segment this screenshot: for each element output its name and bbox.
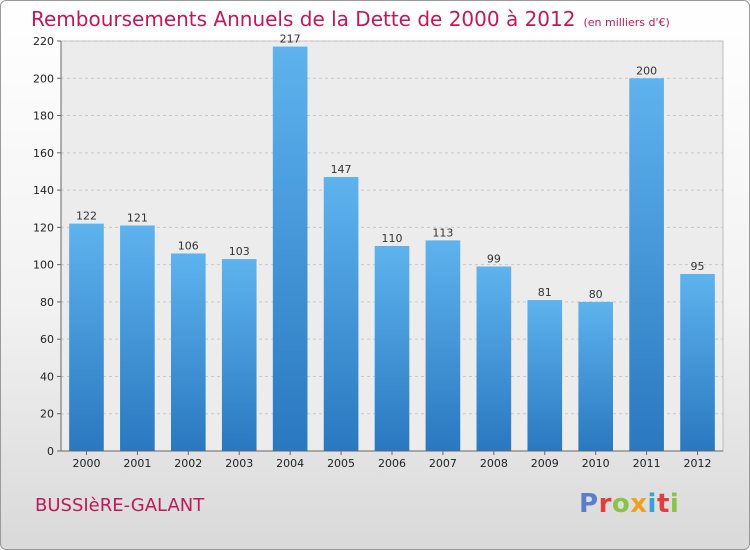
- bar-2003: [221, 259, 257, 451]
- x-tick-label: 2009: [531, 457, 559, 470]
- bar-2004: [272, 46, 308, 451]
- bar-2008: [476, 266, 512, 451]
- chart-title: Remboursements Annuels de la Dette de 20…: [31, 7, 670, 31]
- proxiti-logo[interactable]: Proxiti: [579, 489, 679, 519]
- logo-letter: o: [611, 489, 631, 519]
- x-tick-label: 2006: [378, 457, 406, 470]
- data-label-2012: 95: [691, 260, 705, 273]
- chart-title-text: Remboursements Annuels de la Dette de 20…: [31, 7, 576, 31]
- y-tick-label: 40: [40, 370, 54, 383]
- x-tick-label: 2012: [684, 457, 712, 470]
- logo-letter: r: [598, 489, 612, 519]
- x-tick-label: 2011: [633, 457, 661, 470]
- bar-2010: [578, 301, 614, 451]
- bar-2006: [374, 246, 410, 451]
- x-tick-label: 2003: [225, 457, 253, 470]
- logo-letter: t: [656, 489, 670, 519]
- data-label-2011: 200: [636, 64, 657, 77]
- y-tick-label: 100: [33, 259, 54, 272]
- y-tick-label: 200: [33, 72, 54, 85]
- bar-2012: [680, 273, 715, 451]
- logo-letter: x: [630, 489, 648, 519]
- x-tick-label: 2004: [276, 457, 304, 470]
- x-tick-label: 2002: [174, 457, 202, 470]
- data-label-2005: 147: [331, 163, 352, 176]
- y-tick-label: 220: [33, 35, 54, 48]
- data-label-2001: 121: [127, 212, 148, 225]
- y-tick-label: 0: [47, 445, 54, 458]
- data-label-2003: 103: [229, 245, 250, 258]
- data-label-2008: 99: [487, 253, 501, 266]
- bar-2001: [120, 225, 155, 451]
- chart-subtitle: (en milliers d'€): [583, 16, 670, 29]
- data-label-2000: 122: [76, 210, 97, 223]
- logo-letter: i: [669, 489, 680, 519]
- x-tick-label: 2007: [429, 457, 457, 470]
- bar-2009: [527, 300, 563, 451]
- y-tick-label: 160: [33, 147, 54, 160]
- x-tick-label: 2001: [123, 457, 151, 470]
- x-tick-label: 2008: [480, 457, 508, 470]
- x-axis: 2000 2001 2002 2003 2004 2005 2006 2007 2008 2009…: [61, 450, 723, 470]
- y-tick-label: 120: [33, 221, 54, 234]
- data-label-2010: 80: [589, 288, 603, 301]
- data-label-2006: 110: [382, 232, 403, 245]
- bar-2000: [69, 223, 104, 451]
- data-label-2004: 217: [280, 33, 301, 46]
- town-name: BUSSIèRE-GALANT: [35, 495, 205, 516]
- data-label-2009: 81: [538, 286, 552, 299]
- logo-letter: i: [647, 489, 657, 519]
- x-tick-label: 2010: [582, 457, 610, 470]
- bar-2011: [629, 78, 664, 451]
- data-label-2007: 113: [432, 226, 453, 239]
- y-axis: 0 20 40 60 80 100 120 140 160 180 200 220: [33, 35, 62, 458]
- bars: 122 121 106 103 217 147 110 113 99 81 80 200 95: [69, 33, 715, 451]
- logo-letter: P: [579, 489, 599, 519]
- y-tick-label: 60: [40, 333, 54, 346]
- x-tick-label: 2000: [72, 457, 100, 470]
- data-label-2002: 106: [178, 239, 199, 252]
- y-tick-label: 180: [33, 110, 54, 123]
- bar-2002: [170, 253, 206, 451]
- y-tick-label: 80: [40, 296, 54, 309]
- y-tick-label: 20: [40, 408, 54, 421]
- bar-2005: [323, 177, 359, 451]
- y-tick-label: 140: [33, 184, 54, 197]
- x-tick-label: 2005: [327, 457, 355, 470]
- bar-2007: [425, 240, 461, 451]
